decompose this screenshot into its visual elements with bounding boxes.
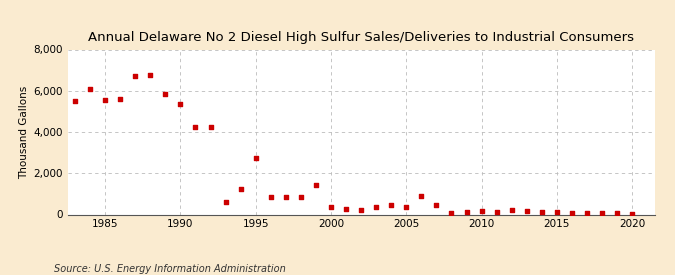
Point	[250, 156, 261, 160]
Point	[145, 73, 156, 78]
Point	[265, 195, 276, 199]
Point	[100, 98, 111, 102]
Point	[416, 194, 427, 198]
Point	[296, 195, 306, 199]
Point	[356, 208, 367, 213]
Point	[521, 209, 532, 213]
Point	[461, 210, 472, 214]
Point	[325, 205, 336, 210]
Point	[401, 205, 412, 210]
Point	[446, 211, 457, 216]
Point	[506, 208, 517, 213]
Point	[280, 195, 291, 199]
Point	[130, 74, 140, 79]
Point	[220, 200, 231, 204]
Point	[431, 203, 442, 207]
Y-axis label: Thousand Gallons: Thousand Gallons	[19, 85, 29, 179]
Point	[236, 186, 246, 191]
Point	[190, 125, 201, 129]
Title: Annual Delaware No 2 Diesel High Sulfur Sales/Deliveries to Industrial Consumers: Annual Delaware No 2 Diesel High Sulfur …	[88, 31, 634, 44]
Point	[341, 207, 352, 211]
Text: Source: U.S. Energy Information Administration: Source: U.S. Energy Information Administ…	[54, 264, 286, 274]
Point	[551, 210, 562, 214]
Point	[175, 102, 186, 106]
Point	[582, 211, 593, 215]
Point	[491, 210, 502, 214]
Point	[371, 205, 381, 210]
Point	[70, 99, 80, 103]
Point	[160, 92, 171, 96]
Point	[386, 203, 397, 207]
Point	[612, 211, 622, 216]
Point	[597, 211, 608, 216]
Point	[115, 97, 126, 101]
Point	[84, 86, 95, 91]
Point	[310, 182, 321, 187]
Point	[627, 212, 638, 216]
Point	[476, 209, 487, 214]
Point	[205, 125, 216, 129]
Point	[566, 211, 577, 215]
Point	[537, 210, 547, 214]
